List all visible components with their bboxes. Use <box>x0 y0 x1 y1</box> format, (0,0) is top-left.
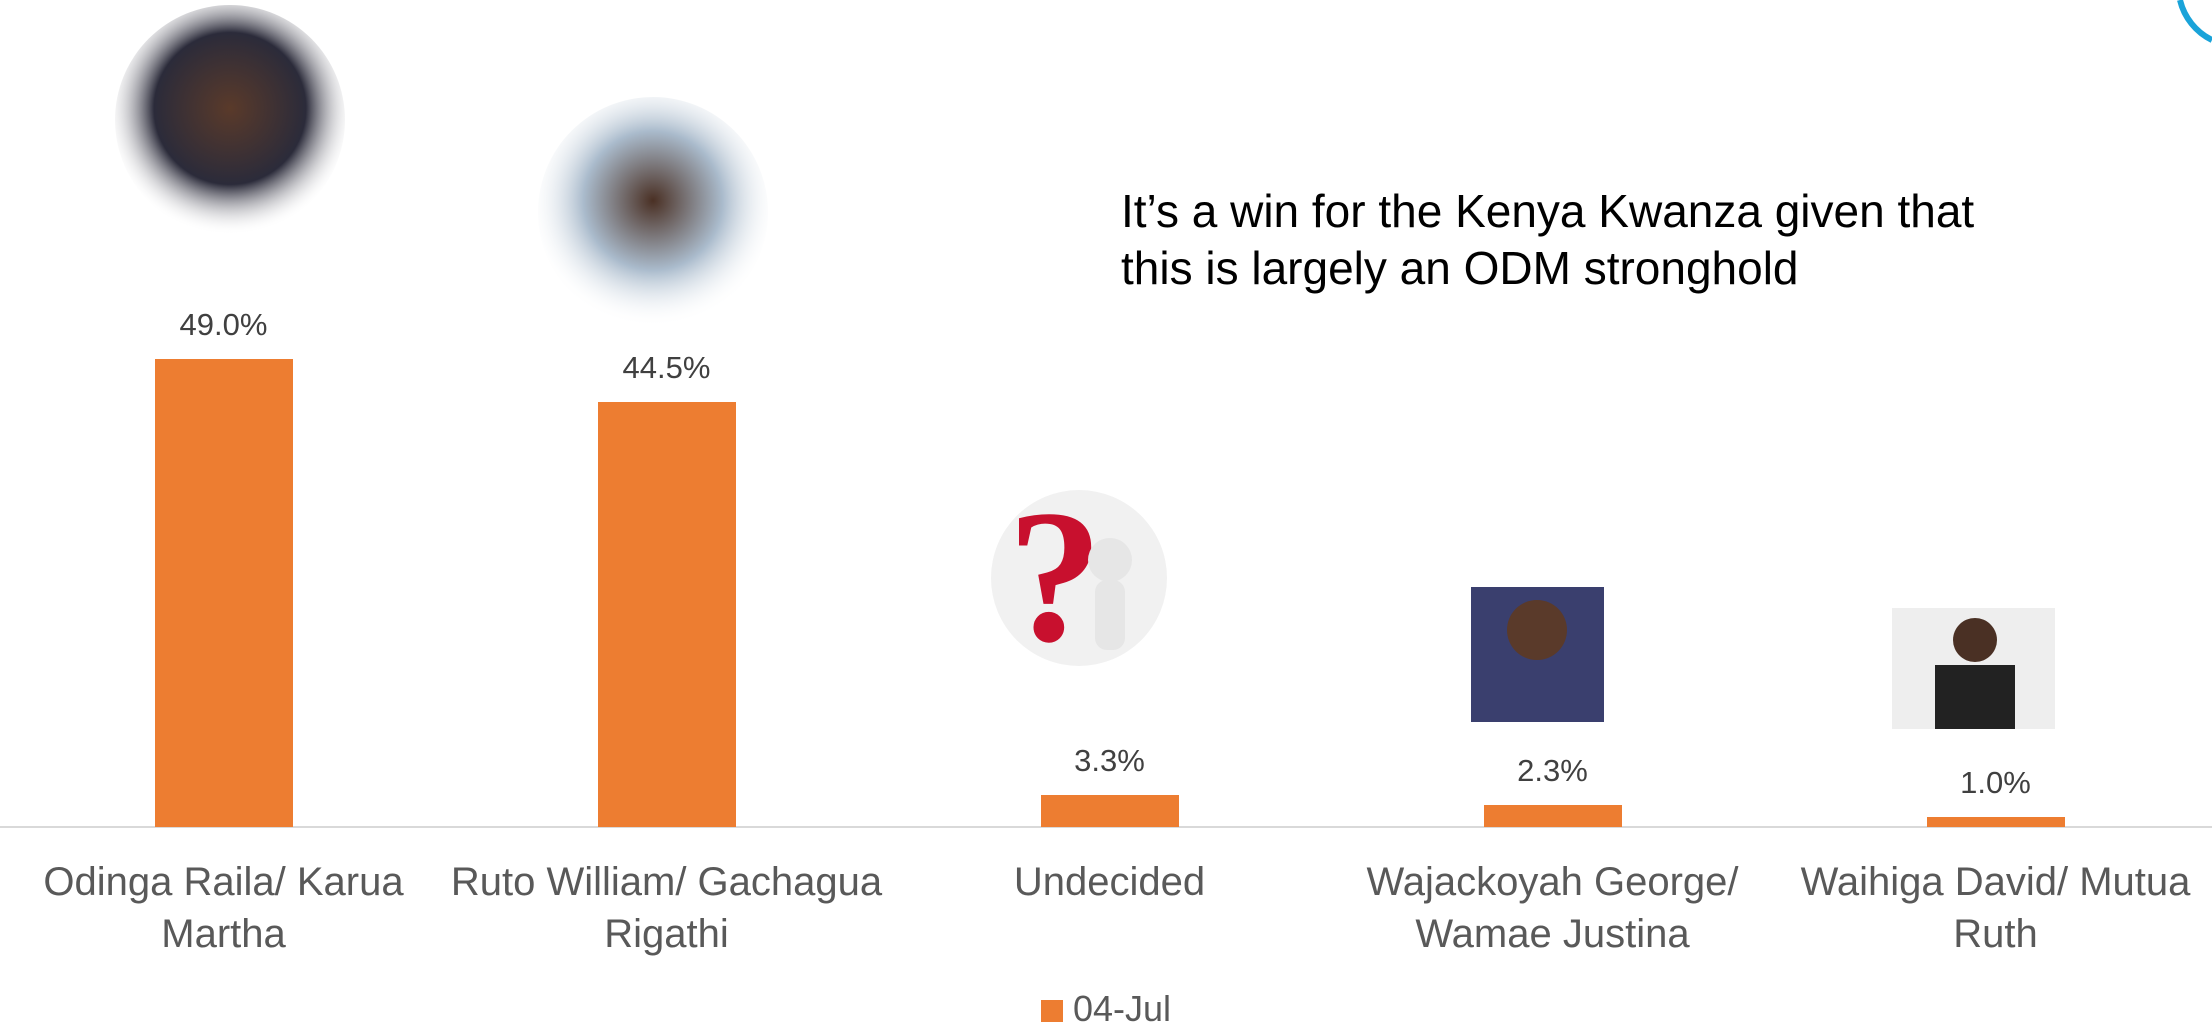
x-tick-label: Wajackoyah George/ Wamae Justina <box>1333 856 1773 960</box>
x-tick-label: Ruto William/ Gachagua Rigathi <box>447 856 887 960</box>
value-label: 49.0% <box>124 307 324 343</box>
bar <box>1927 817 2065 827</box>
value-label: 2.3% <box>1453 753 1653 789</box>
x-tick-label: Odinga Raila/ Karua Martha <box>4 856 444 960</box>
photo-odinga <box>115 5 345 235</box>
photo-body <box>1935 665 2015 729</box>
photo-face <box>1953 618 1997 662</box>
value-label: 1.0% <box>1896 765 2096 801</box>
bar <box>1041 795 1179 827</box>
photo-ruto <box>538 97 768 327</box>
legend: 04-Jul <box>0 988 2212 1030</box>
bar <box>1484 805 1622 827</box>
svg-text:?: ? <box>1008 472 1103 682</box>
x-tick-label: Waihiga David/ Mutua Ruth <box>1776 856 2212 960</box>
x-tick-label: Undecided <box>890 856 1330 908</box>
page: ? It’s a win for the Kenya Kwanza given … <box>0 0 2212 1027</box>
corner-arc <box>2180 0 2212 40</box>
bar <box>598 402 736 827</box>
question-icon: ? <box>991 472 1167 682</box>
annotation: It’s a win for the Kenya Kwanza given th… <box>1121 183 2031 297</box>
bar <box>155 359 293 827</box>
legend-swatch <box>1041 1000 1063 1022</box>
photo-face <box>1507 600 1567 660</box>
value-label: 3.3% <box>1010 743 1210 779</box>
value-label: 44.5% <box>567 350 767 386</box>
legend-label: 04-Jul <box>1073 988 1171 1029</box>
